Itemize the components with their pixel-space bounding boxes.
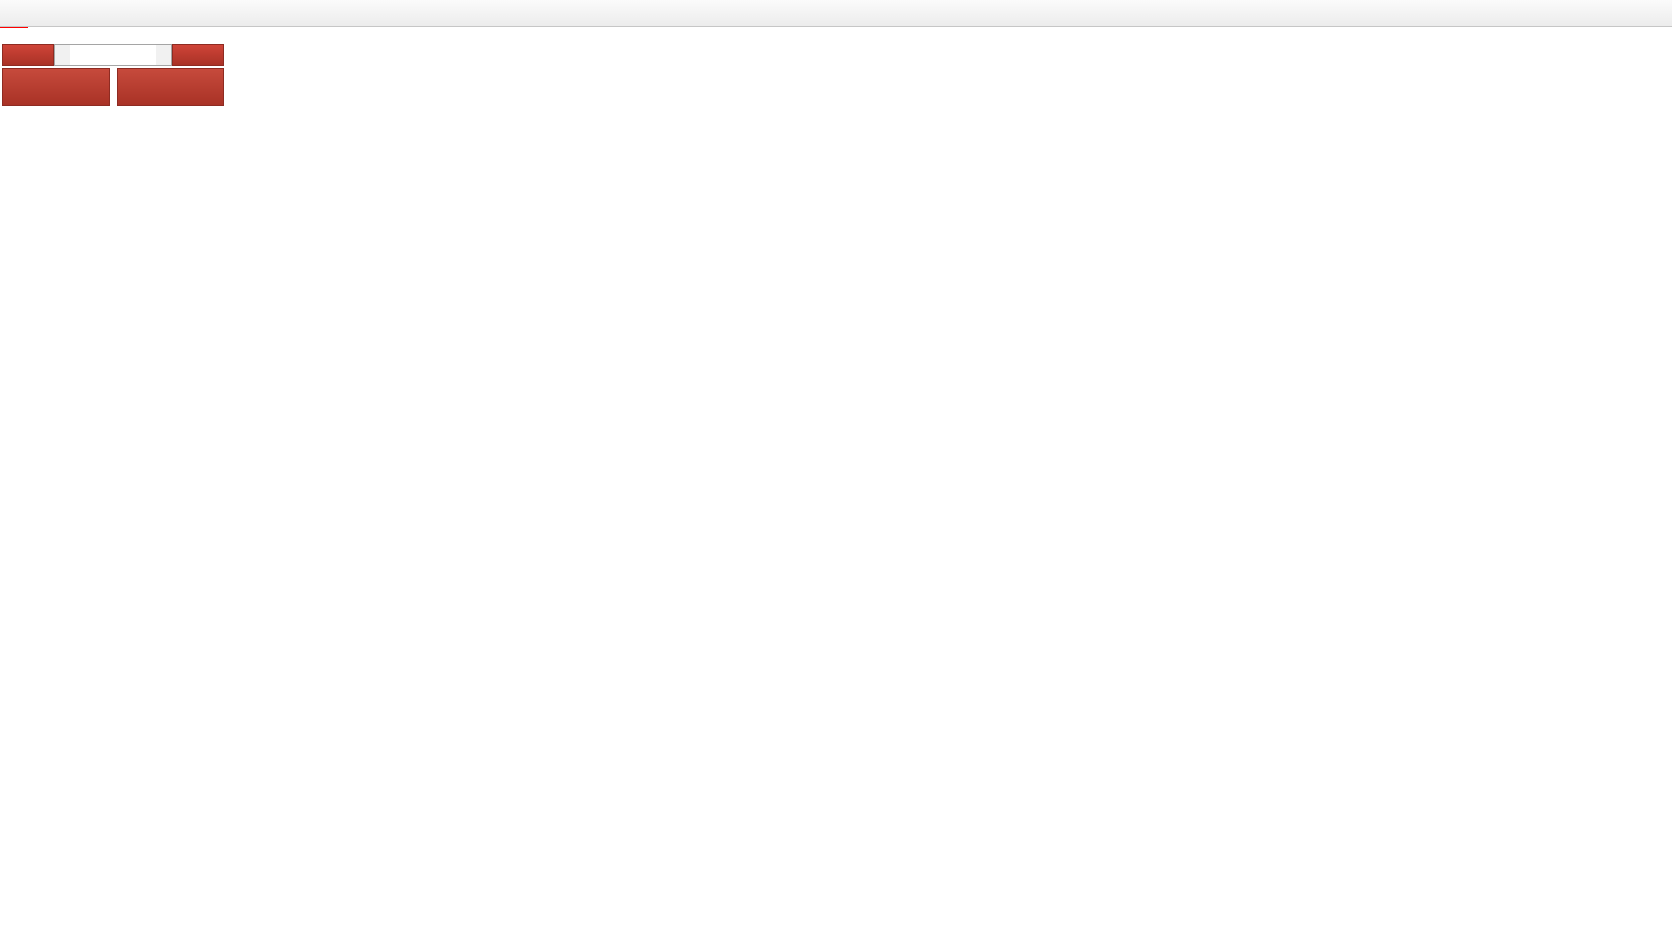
volume-input[interactable] xyxy=(70,45,156,65)
one-click-controls xyxy=(2,44,224,66)
sell-price-display[interactable] xyxy=(2,68,110,106)
one-click-prices xyxy=(2,68,224,106)
buy-button[interactable] xyxy=(172,44,224,66)
one-click-trading-panel xyxy=(2,44,224,106)
sell-button[interactable] xyxy=(2,44,54,66)
toolbar xyxy=(0,0,1672,27)
buy-price-display[interactable] xyxy=(116,68,224,106)
volume-control xyxy=(54,44,172,66)
volume-decrease-button[interactable] xyxy=(55,45,70,65)
volume-increase-button[interactable] xyxy=(156,45,171,65)
